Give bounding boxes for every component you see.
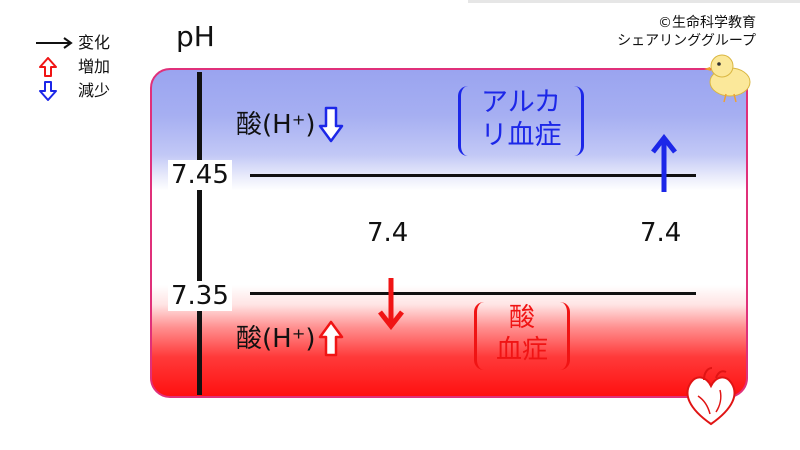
legend: 変化 増加 減少 [34, 33, 154, 105]
acidemia-label: 酸 血症 [474, 302, 570, 370]
credit-line-2: シェアリンググループ [617, 33, 756, 49]
legend-label: 変化 [78, 33, 111, 52]
legend-item-decrease: 減少 [34, 81, 154, 101]
acid-label-upper: 酸(H⁺) [236, 106, 344, 144]
up-arrow-icon [650, 133, 678, 198]
acidemia-line-1: 酸 [508, 303, 535, 333]
value-normal-left: 7.4 [367, 218, 409, 248]
legend-label: 減少 [78, 81, 111, 100]
alkalemia-label: アルカ リ血症 [458, 86, 584, 156]
alkalemia-line-2: リ血症 [480, 120, 562, 151]
ph-panel [150, 68, 748, 398]
acid-label-text: 酸(H⁺) [236, 110, 316, 140]
tick-label-lower: 7.35 [168, 281, 232, 311]
legend-item-change: 変化 [34, 33, 154, 53]
ph-axis [197, 72, 202, 395]
down-outline-arrow-icon [318, 106, 343, 143]
acid-label-lower: 酸(H⁺) [236, 320, 344, 358]
acidemia-line-2: 血症 [495, 335, 548, 365]
tick-label-upper: 7.45 [168, 160, 232, 190]
down-outline-arrow-icon [34, 81, 78, 101]
legend-label: 増加 [78, 57, 111, 76]
axis-label: pH [176, 20, 215, 53]
credit-line-1: ©生命科学教育 [658, 15, 756, 31]
legend-item-increase: 増加 [34, 57, 154, 77]
threshold-line-lower [250, 292, 696, 295]
value-normal-right: 7.4 [640, 218, 682, 248]
alkalemia-line-1: アルカ [481, 87, 561, 118]
credit: ©生命科学教育 シェアリンググループ [617, 14, 756, 50]
heart-illustration [678, 366, 744, 432]
up-outline-arrow-icon [34, 57, 78, 77]
acid-label-text: 酸(H⁺) [236, 324, 316, 354]
chick-illustration [700, 44, 760, 108]
top-divider [468, 0, 800, 3]
threshold-line-upper [250, 174, 696, 177]
right-arrow-icon [34, 33, 78, 53]
down-arrow-icon [377, 278, 405, 334]
up-outline-arrow-icon [318, 320, 343, 357]
